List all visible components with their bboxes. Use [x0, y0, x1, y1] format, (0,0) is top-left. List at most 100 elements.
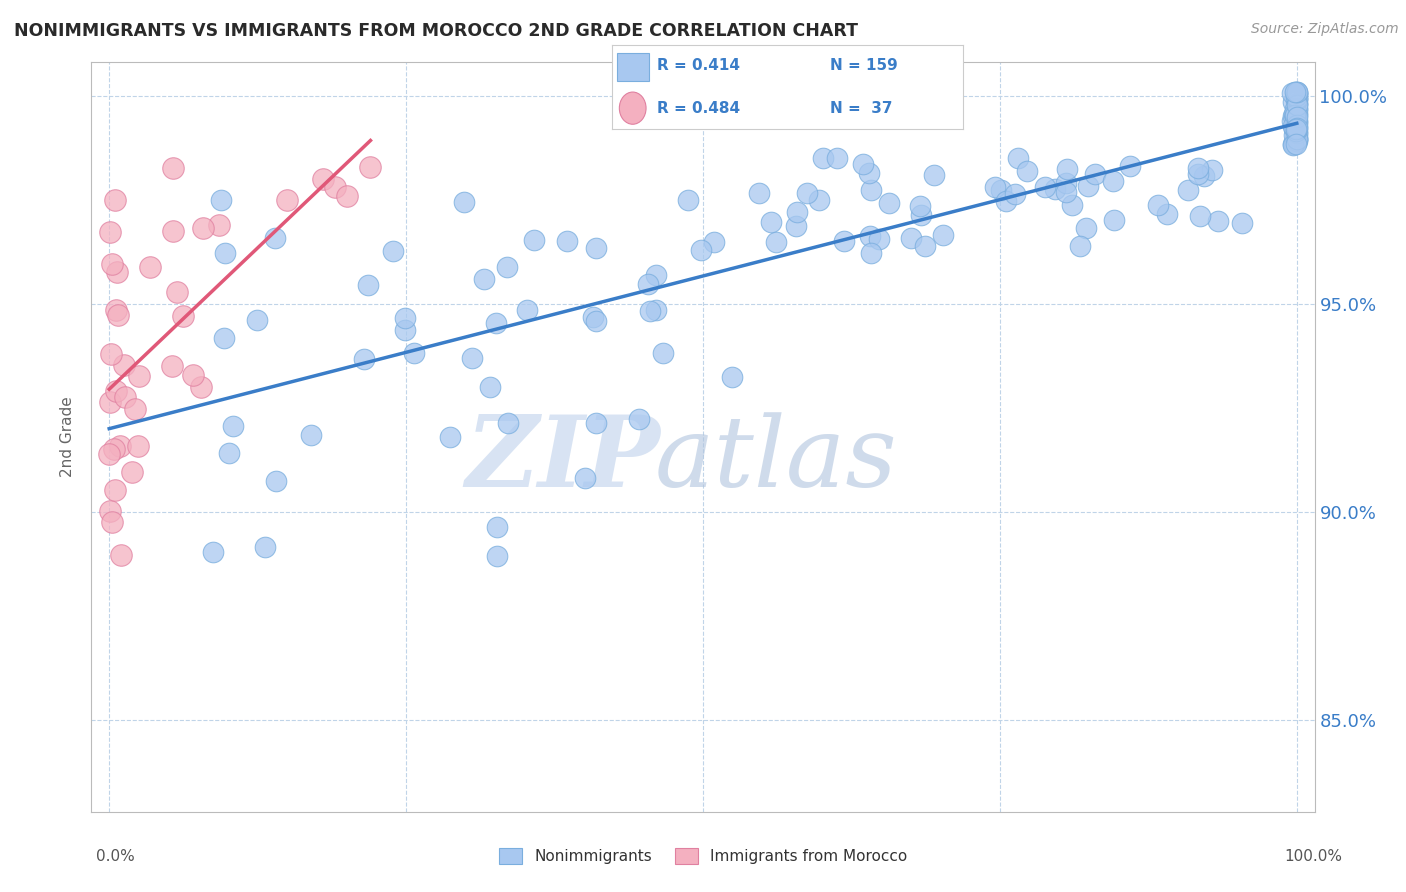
Point: [1285, 121, 1308, 136]
Point: [104, 193, 127, 207]
Point: [994, 194, 1017, 208]
Text: R = 0.484: R = 0.484: [658, 101, 741, 116]
Point: [485, 549, 508, 564]
Point: [914, 239, 936, 253]
Point: [645, 268, 668, 283]
Point: [1282, 95, 1305, 109]
Point: [811, 151, 834, 165]
Point: [1285, 120, 1308, 135]
Point: [1285, 97, 1308, 112]
Point: [1285, 85, 1308, 99]
Point: [1285, 87, 1308, 101]
Point: [121, 465, 143, 479]
Point: [101, 516, 124, 530]
Point: [1206, 213, 1229, 227]
Point: [1285, 115, 1308, 129]
Point: [852, 157, 875, 171]
Point: [582, 310, 605, 325]
Point: [1285, 132, 1308, 146]
Point: [218, 446, 240, 460]
Point: [1285, 88, 1308, 103]
Point: [160, 359, 183, 373]
Point: [299, 428, 322, 442]
Point: [139, 260, 162, 274]
Point: [98, 395, 121, 409]
Point: [336, 188, 359, 202]
Point: [453, 194, 475, 209]
Point: [1284, 125, 1306, 139]
Point: [765, 235, 787, 249]
Point: [1285, 126, 1308, 140]
Point: [585, 240, 607, 254]
Point: [1102, 213, 1125, 227]
Point: [1284, 85, 1306, 99]
Point: [496, 416, 519, 430]
Point: [264, 474, 287, 488]
Point: [1284, 85, 1306, 99]
Point: [1084, 167, 1107, 181]
Point: [1101, 174, 1123, 188]
Point: [910, 209, 932, 223]
Point: [638, 304, 661, 318]
Point: [1285, 113, 1308, 128]
Point: [1285, 92, 1308, 106]
Point: [439, 430, 461, 444]
Point: [1077, 178, 1099, 193]
Point: [124, 401, 146, 416]
Point: [555, 234, 578, 248]
Point: [690, 243, 713, 257]
Point: [1285, 124, 1308, 138]
Point: [808, 193, 831, 207]
Point: [221, 419, 243, 434]
Point: [1177, 183, 1199, 197]
Point: [209, 193, 232, 207]
Point: [101, 257, 124, 271]
Point: [1033, 180, 1056, 194]
Text: 100.0%: 100.0%: [1285, 849, 1343, 863]
Point: [1188, 209, 1211, 223]
Point: [585, 314, 607, 328]
Point: [193, 220, 215, 235]
Point: [1285, 94, 1308, 108]
Point: [104, 384, 127, 399]
Point: [1285, 91, 1308, 105]
Point: [1285, 122, 1308, 136]
Point: [1187, 161, 1209, 175]
Point: [1285, 132, 1308, 146]
Point: [323, 180, 346, 194]
Point: [478, 380, 501, 394]
Point: [1285, 97, 1308, 112]
Point: [1284, 109, 1306, 123]
Point: [253, 540, 276, 554]
Point: [645, 303, 668, 318]
Point: [860, 246, 883, 260]
Point: [162, 161, 184, 176]
Point: [264, 231, 287, 245]
Point: [676, 193, 699, 207]
Point: [496, 260, 519, 274]
Point: [486, 519, 509, 533]
Text: NONIMMIGRANTS VS IMMIGRANTS FROM MOROCCO 2ND GRADE CORRELATION CHART: NONIMMIGRANTS VS IMMIGRANTS FROM MOROCCO…: [14, 22, 858, 40]
Point: [860, 183, 883, 197]
Point: [214, 246, 236, 260]
Point: [1285, 102, 1308, 116]
Point: [523, 233, 546, 247]
Point: [112, 358, 135, 372]
Y-axis label: 2nd Grade: 2nd Grade: [60, 397, 76, 477]
Point: [461, 351, 484, 366]
Point: [402, 346, 425, 360]
Point: [103, 442, 125, 456]
Point: [1119, 159, 1142, 173]
Point: [1285, 114, 1308, 128]
Point: [1285, 87, 1308, 101]
Text: Source: ZipAtlas.com: Source: ZipAtlas.com: [1251, 22, 1399, 37]
Point: [748, 186, 770, 200]
Point: [1017, 164, 1039, 178]
Point: [516, 302, 538, 317]
Point: [1284, 120, 1306, 135]
Point: [627, 412, 650, 426]
Point: [900, 231, 922, 245]
Point: [1230, 216, 1253, 230]
Legend: Nonimmigrants, Immigrants from Morocco: Nonimmigrants, Immigrants from Morocco: [491, 840, 915, 871]
Point: [759, 215, 782, 229]
